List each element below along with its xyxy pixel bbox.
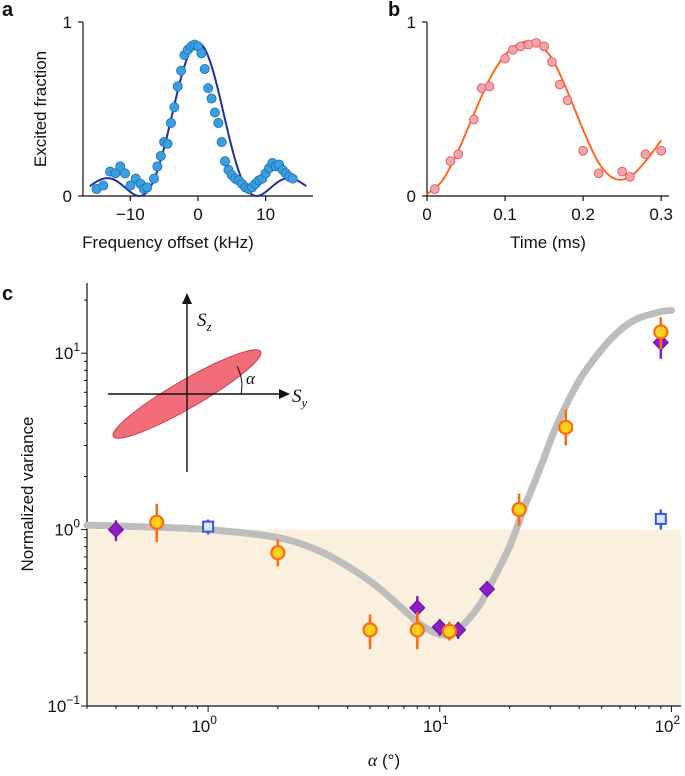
sz-arrow-head <box>182 293 192 304</box>
panel-b-data-point <box>523 39 534 50</box>
circle-data-point <box>441 623 457 639</box>
panel-b-points <box>429 37 667 194</box>
panel-b-letter: b <box>388 0 400 21</box>
panel-a-data-point <box>176 65 187 76</box>
panel-a-data-point <box>199 63 210 74</box>
panel-c-ticks: 100 101 102 10−1 100 101 <box>47 299 681 736</box>
y-tick-label: 101 <box>54 340 80 363</box>
panel-a-data-point <box>165 117 176 128</box>
panel-c-xlabel: α (°) <box>368 750 400 770</box>
y-tick-label: 10−1 <box>47 693 80 716</box>
panel-b-data-point <box>547 57 557 67</box>
panel-a-ticks: −10 0 10 0 1 <box>63 13 276 224</box>
x-tick-label: 0.3 <box>649 205 673 224</box>
panel-c: c 100 101 102 10−1 100 101 Sz Sy α Normalized… <box>2 283 681 770</box>
x-tick-label: 0 <box>193 205 202 224</box>
y-tick-label: 0 <box>407 187 416 206</box>
panel-b-data-point <box>445 156 456 167</box>
panel-a-data-point <box>169 102 180 113</box>
panel-a-data-point <box>203 83 214 94</box>
x-tick-label: −10 <box>116 205 145 224</box>
panel-a-data-point <box>213 117 224 128</box>
panel-b-axes <box>426 22 669 197</box>
circle-data-point <box>270 545 286 561</box>
panel-a-data-point <box>206 93 217 104</box>
x-tick-label: 102 <box>655 713 681 736</box>
panel-c-ylabel: Normalized variance <box>18 417 37 572</box>
panel-b: b 0 0.1 0.2 0.3 0 1 Time (ms) <box>388 0 673 252</box>
circle-data-point <box>653 324 669 340</box>
panel-b-data-point <box>554 79 565 90</box>
x-tick-label: 0 <box>422 205 431 224</box>
panel-b-data-point <box>484 81 495 92</box>
panel-b-data-point <box>617 166 628 177</box>
panel-b-data-point <box>625 171 635 182</box>
panel-a-points <box>91 39 298 195</box>
panel-a-ylabel: Excited fraction <box>31 51 50 167</box>
panel-c-inset: Sz Sy α <box>108 293 308 472</box>
panel-b-xlabel: Time (ms) <box>510 233 586 252</box>
y-tick-label: 100 <box>54 517 80 540</box>
x-tick-label: 0.2 <box>571 205 595 224</box>
panel-b-data-point <box>515 41 526 52</box>
sy-label: Sy <box>292 386 308 410</box>
circle-data-point <box>511 501 527 518</box>
panel-b-data-point <box>593 168 604 179</box>
panel-b-data-point <box>578 145 589 156</box>
panel-a-data-point <box>287 173 298 184</box>
angle-arc <box>236 365 243 395</box>
panel-b-data-point <box>656 145 667 156</box>
panel-b-data-point <box>562 95 573 106</box>
panel-a-data-point <box>172 81 183 92</box>
panel-b-data-point <box>500 53 510 64</box>
panel-a-data-point <box>98 180 109 191</box>
panel-a-data-point <box>216 137 227 148</box>
panel-a-data-point <box>155 150 166 161</box>
circle-data-point <box>149 514 165 530</box>
panel-a-data-point <box>162 138 173 149</box>
panel-b-data-point <box>640 149 651 160</box>
panel-c-shaded-region <box>88 529 681 706</box>
panel-a-data-point <box>209 107 220 118</box>
panel-c-letter: c <box>2 283 13 305</box>
panel-b-data-point <box>468 114 479 125</box>
sy-arrow-head <box>279 389 290 399</box>
circle-data-point <box>362 622 378 638</box>
circle-data-point <box>558 419 574 435</box>
y-tick-label: 1 <box>407 13 416 32</box>
square-data-point <box>654 512 667 525</box>
panel-b-data-point <box>476 83 487 94</box>
square-data-point <box>202 520 215 533</box>
sz-label: Sz <box>197 310 212 334</box>
alpha-label: α <box>246 369 256 388</box>
panel-a-data-point <box>125 180 136 191</box>
panel-a-data-point <box>149 173 160 184</box>
panel-b-data-point <box>539 41 549 52</box>
panel-a-data-point <box>115 161 126 172</box>
panel-a-data-point <box>196 48 207 59</box>
panel-b-ticks: 0 0.1 0.2 0.3 0 1 <box>407 13 673 224</box>
x-tick-label: 10 <box>256 205 275 224</box>
panel-b-data-point <box>453 149 464 160</box>
panel-a-xlabel: Frequency offset (kHz) <box>82 233 254 252</box>
panel-a-data-point <box>152 161 163 172</box>
panel-a-data-point <box>220 156 231 167</box>
panel-b-data-point <box>429 184 440 194</box>
diamond-data-point <box>478 580 496 598</box>
panel-a-data-point <box>119 168 130 179</box>
x-tick-label: 101 <box>423 713 449 736</box>
x-tick-label: 100 <box>191 713 217 736</box>
panel-a-data-point <box>142 182 153 193</box>
x-tick-label: 0.1 <box>493 205 517 224</box>
panel-c-points <box>107 317 670 650</box>
panel-a-letter: a <box>2 0 14 21</box>
circle-data-point <box>409 622 425 638</box>
y-tick-label: 0 <box>63 187 72 206</box>
panel-a: a −10 0 10 0 1 Frequency offset (kHz) Excite… <box>2 0 313 252</box>
y-tick-label: 1 <box>63 13 72 32</box>
diamond-data-point <box>107 521 125 538</box>
